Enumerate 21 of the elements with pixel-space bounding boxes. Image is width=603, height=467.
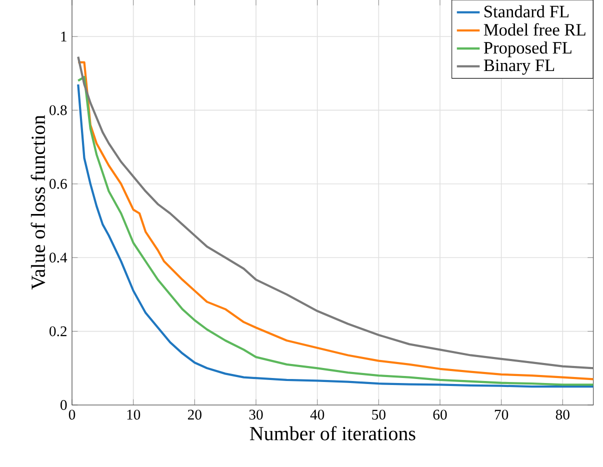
x-axis-title: Number of iterations: [250, 426, 416, 440]
y-tick-label: 1: [61, 32, 66, 42]
x-tick-label: 80: [556, 410, 570, 420]
legend-label: Standard FL: [484, 5, 569, 18]
x-tick-label: 70: [494, 410, 508, 420]
x-tick-label: 50: [372, 410, 386, 420]
x-tick-label: 30: [249, 410, 263, 420]
x-tick-label: 10: [127, 410, 140, 420]
x-tick-label: 0: [68, 410, 76, 420]
y-tick-label: 0.6: [50, 178, 67, 189]
x-tick-label: 40: [310, 410, 324, 420]
y-tick-label: 0.8: [50, 105, 67, 116]
y-tick-label: 0.4: [50, 252, 68, 263]
y-tick-label: 0: [60, 400, 67, 410]
y-axis-title: Value of loss function: [30, 115, 46, 290]
legend-label: Binary FL: [484, 60, 554, 75]
legend-label: Model free RL: [484, 23, 586, 36]
x-tick-label: 60: [433, 410, 447, 420]
x-tick-label: 20: [188, 410, 202, 420]
legend-label: Proposed FL: [484, 41, 572, 58]
y-tick-label: 0.2: [50, 326, 66, 336]
